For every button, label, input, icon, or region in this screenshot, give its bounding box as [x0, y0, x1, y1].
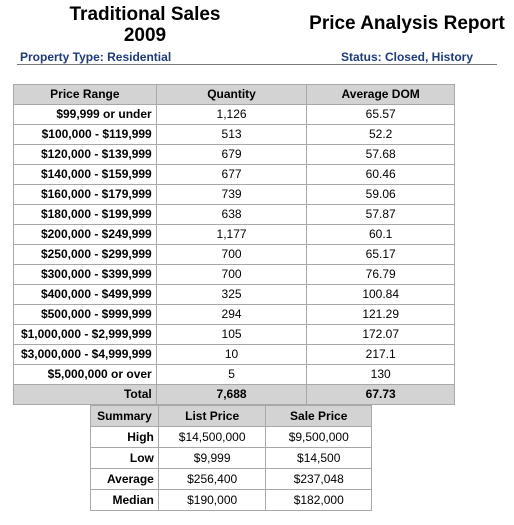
status-label: Status: Closed, History — [340, 50, 473, 64]
sale-price-cell: $182,000 — [265, 489, 372, 511]
sale-price-cell: $9,500,000 — [265, 426, 372, 448]
price-range-cell: $120,000 - $139,999 — [13, 144, 157, 165]
table-header-row: Price Range Quantity Average DOM — [13, 84, 455, 105]
quantity-cell: 10 — [155, 344, 308, 365]
summary-label-cell: High — [90, 426, 159, 448]
price-range-cell: $400,000 - $499,999 — [13, 284, 157, 305]
sale-price-cell: $14,500 — [265, 447, 372, 469]
summary-label-cell: Average — [90, 468, 159, 490]
average-dom-cell: 60.46 — [306, 164, 455, 185]
quantity-cell: 5 — [155, 364, 308, 385]
price-range-cell: $180,000 - $199,999 — [13, 204, 157, 225]
header-divider — [17, 64, 497, 65]
price-range-body: $99,999 or under 1,126 65.57 $100,000 - $11… — [13, 104, 455, 405]
average-dom-cell: 65.57 — [306, 104, 455, 125]
title-line-1: Traditional Sales — [69, 4, 221, 25]
average-dom-cell: 130 — [306, 364, 455, 385]
average-dom-cell: 59.06 — [306, 184, 455, 205]
table-row: $500,000 - $999,999 294 121.29 — [13, 304, 455, 325]
list-price-cell: $190,000 — [157, 489, 267, 511]
quantity-cell: 1,177 — [155, 224, 308, 245]
price-range-cell: $1,000,000 - $2,999,999 — [13, 324, 157, 345]
total-average-dom: 67.73 — [306, 384, 455, 405]
price-range-cell: $3,000,000 - $4,999,999 — [13, 344, 157, 365]
table-row: $200,000 - $249,999 1,177 60.1 — [13, 224, 455, 245]
average-dom-cell: 76.79 — [306, 264, 455, 285]
quantity-cell: 325 — [155, 284, 308, 305]
column-header-summary: Summary — [90, 405, 159, 427]
price-range-cell: $140,000 - $159,999 — [13, 164, 157, 185]
summary-table: Summary List Price Sale Price High $14,50… — [90, 405, 372, 511]
table-row: $180,000 - $199,999 638 57.87 — [13, 204, 455, 225]
quantity-cell: 294 — [155, 304, 308, 325]
total-row: Total 7,688 67.73 — [13, 384, 455, 405]
title-line-2: 2009 — [123, 25, 167, 46]
table-row: $5,000,000 or over 5 130 — [13, 364, 455, 385]
report-title-left: Traditional Sales 2009 — [60, 4, 230, 46]
table-row: $100,000 - $119,999 513 52.2 — [13, 124, 455, 145]
table-row: $3,000,000 - $4,999,999 10 217.1 — [13, 344, 455, 365]
table-row: $140,000 - $159,999 677 60.46 — [13, 164, 455, 185]
list-price-cell: $14,500,000 — [157, 426, 267, 448]
report-title: Price Analysis Report — [309, 13, 505, 34]
table-row: $160,000 - $179,999 739 59.06 — [13, 184, 455, 205]
average-dom-cell: 60.1 — [306, 224, 455, 245]
price-range-cell: $200,000 - $249,999 — [13, 224, 157, 245]
price-range-cell: $300,000 - $399,999 — [13, 264, 157, 285]
average-dom-cell: 52.2 — [306, 124, 455, 145]
summary-body: High $14,500,000 $9,500,000 Low $9,999 $14,50… — [90, 426, 372, 511]
average-dom-cell: 121.29 — [306, 304, 455, 325]
table-row: $400,000 - $499,999 325 100.84 — [13, 284, 455, 305]
average-dom-cell: 65.17 — [306, 244, 455, 265]
price-range-cell: $500,000 - $999,999 — [13, 304, 157, 325]
quantity-cell: 677 — [155, 164, 308, 185]
table-row: $120,000 - $139,999 679 57.68 — [13, 144, 455, 165]
summary-row: Median $190,000 $182,000 — [90, 489, 372, 511]
column-header-list-price: List Price — [157, 405, 267, 427]
summary-label-cell: Low — [90, 447, 159, 469]
average-dom-cell: 217.1 — [306, 344, 455, 365]
summary-row: Low $9,999 $14,500 — [90, 447, 372, 469]
table-row: $1,000,000 - $2,999,999 105 172.07 — [13, 324, 455, 345]
summary-label-cell: Median — [90, 489, 159, 511]
total-label: Total — [13, 384, 157, 405]
price-range-cell: $160,000 - $179,999 — [13, 184, 157, 205]
column-header-price-range: Price Range — [13, 84, 157, 105]
summary-header-row: Summary List Price Sale Price — [90, 405, 372, 427]
column-header-average-dom: Average DOM — [306, 84, 455, 105]
property-type-label: Property Type: Residential — [20, 50, 172, 64]
sale-price-cell: $237,048 — [265, 468, 372, 490]
price-range-cell: $250,000 - $299,999 — [13, 244, 157, 265]
price-range-cell: $99,999 or under — [13, 104, 157, 125]
quantity-cell: 739 — [155, 184, 308, 205]
quantity-cell: 1,126 — [155, 104, 308, 125]
average-dom-cell: 100.84 — [306, 284, 455, 305]
quantity-cell: 105 — [155, 324, 308, 345]
column-header-quantity: Quantity — [155, 84, 308, 105]
summary-row: High $14,500,000 $9,500,000 — [90, 426, 372, 448]
table-row: $250,000 - $299,999 700 65.17 — [13, 244, 455, 265]
price-range-cell: $5,000,000 or over — [13, 364, 157, 385]
quantity-cell: 700 — [155, 264, 308, 285]
table-row: $300,000 - $399,999 700 76.79 — [13, 264, 455, 285]
total-quantity: 7,688 — [155, 384, 308, 405]
quantity-cell: 638 — [155, 204, 308, 225]
average-dom-cell: 57.68 — [306, 144, 455, 165]
price-range-cell: $100,000 - $119,999 — [13, 124, 157, 145]
list-price-cell: $9,999 — [157, 447, 267, 469]
list-price-cell: $256,400 — [157, 468, 267, 490]
average-dom-cell: 57.87 — [306, 204, 455, 225]
quantity-cell: 679 — [155, 144, 308, 165]
quantity-cell: 513 — [155, 124, 308, 145]
average-dom-cell: 172.07 — [306, 324, 455, 345]
price-range-table: Price Range Quantity Average DOM $99,999… — [13, 84, 455, 405]
table-row: $99,999 or under 1,126 65.57 — [13, 104, 455, 125]
column-header-sale-price: Sale Price — [265, 405, 372, 427]
summary-row: Average $256,400 $237,048 — [90, 468, 372, 490]
quantity-cell: 700 — [155, 244, 308, 265]
